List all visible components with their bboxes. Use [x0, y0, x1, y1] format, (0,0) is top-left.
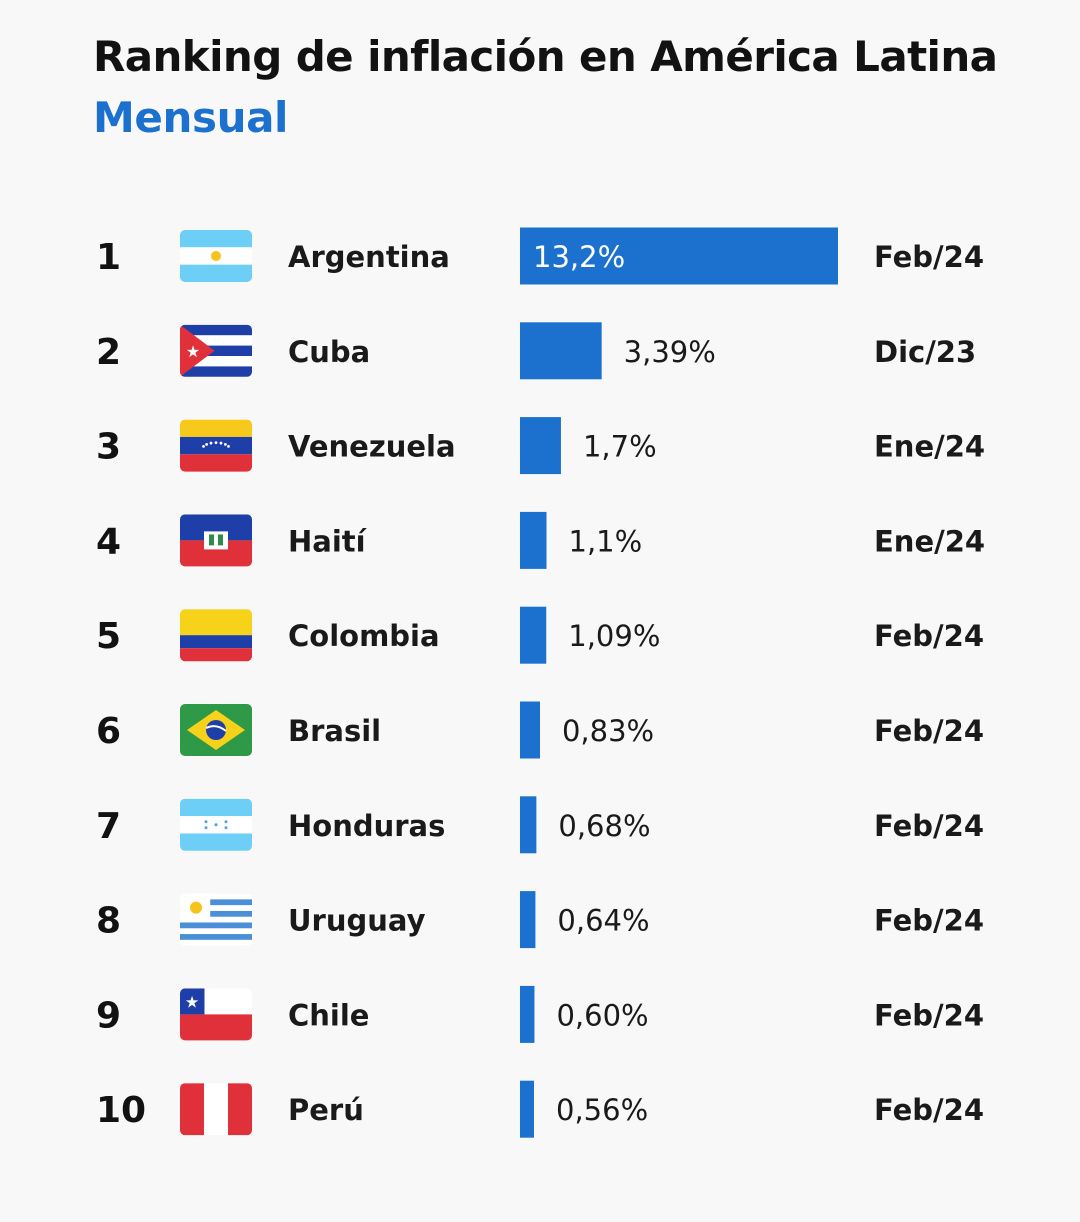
chart-subtitle: Mensual — [93, 93, 289, 142]
value-label: 1,1% — [569, 524, 643, 558]
inflation-bar — [520, 796, 537, 854]
country-name: Haití — [288, 524, 368, 558]
period-label: Ene/24 — [874, 524, 985, 558]
venezuela-flag-icon — [180, 419, 252, 472]
rank-number: 10 — [96, 1090, 146, 1131]
colombia-flag-icon — [180, 609, 252, 662]
rank-number: 6 — [96, 711, 121, 752]
rank-number: 1 — [96, 237, 121, 278]
inflation-bar — [520, 606, 547, 664]
inflation-bar — [520, 322, 602, 380]
value-label: 0,64% — [557, 904, 649, 938]
inflation-bar — [520, 1080, 534, 1138]
period-label: Ene/24 — [874, 430, 985, 464]
country-name: Argentina — [288, 240, 450, 274]
ranking-row: 7 Honduras 0,68% Feb/24 — [96, 796, 984, 854]
rank-number: 7 — [96, 806, 121, 847]
period-label: Feb/24 — [874, 619, 984, 653]
chart-title: Ranking de inflación en América Latina — [93, 32, 998, 81]
country-name: Cuba — [288, 335, 370, 369]
ranking-row: 4 Haití 1,1% Ene/24 — [96, 511, 985, 569]
svg-text:★: ★ — [185, 992, 199, 1011]
inflation-bar — [520, 417, 561, 475]
ranking-row: 6 Brasil 0,83% Feb/24 — [96, 701, 984, 759]
svg-text:✦: ✦ — [189, 899, 203, 919]
value-label: 13,2% — [533, 240, 625, 274]
period-label: Feb/24 — [874, 904, 984, 938]
value-label: 1,7% — [583, 430, 657, 464]
country-name: Uruguay — [288, 904, 426, 938]
inflation-bar — [520, 511, 547, 569]
ranking-row: 9 ★ Chile 0,60% Feb/24 — [96, 985, 984, 1043]
inflation-bar — [520, 701, 540, 759]
value-label: 1,09% — [568, 619, 660, 653]
ranking-row: 1 Argentina 13,2% Feb/24 — [96, 227, 984, 285]
argentina-flag-icon — [180, 230, 252, 282]
value-label: 0,56% — [556, 1093, 648, 1127]
rank-number: 4 — [96, 521, 121, 562]
value-label: 0,68% — [558, 809, 650, 843]
ranking-row: 8 ✦ Uruguay 0,64% Feb/24 — [96, 891, 984, 949]
cuba-flag-icon: ★ — [180, 324, 252, 377]
peru-flag-icon — [180, 1083, 252, 1136]
period-label: Dic/23 — [874, 335, 976, 369]
honduras-flag-icon — [180, 798, 252, 851]
country-name: Venezuela — [288, 430, 456, 464]
value-label: 0,60% — [556, 998, 648, 1032]
svg-text:★: ★ — [186, 342, 200, 361]
ranking-row: 2 ★ Cuba 3,39% Dic/23 — [96, 322, 976, 380]
country-name: Chile — [288, 998, 369, 1032]
country-name: Perú — [288, 1093, 364, 1127]
rank-number: 2 — [96, 332, 121, 373]
chile-flag-icon: ★ — [180, 988, 252, 1041]
haiti-flag-icon — [180, 514, 252, 567]
inflation-bar — [520, 985, 535, 1043]
ranking-row: 10 Perú 0,56% Feb/24 — [96, 1080, 984, 1138]
rank-number: 8 — [96, 901, 121, 942]
rank-number: 9 — [96, 995, 121, 1036]
inflation-bar — [520, 227, 838, 285]
ranking-row: 5 Colombia 1,09% Feb/24 — [96, 606, 984, 664]
period-label: Feb/24 — [874, 1093, 984, 1127]
country-name: Brasil — [288, 714, 381, 748]
inflation-bar — [520, 891, 536, 949]
period-label: Feb/24 — [874, 998, 984, 1032]
uruguay-flag-icon: ✦ — [180, 893, 252, 946]
period-label: Feb/24 — [874, 240, 984, 274]
period-label: Feb/24 — [874, 714, 984, 748]
rank-number: 3 — [96, 427, 121, 468]
ranking-row: 3 Venezuela 1,7% Ene/24 — [96, 417, 985, 475]
rank-number: 5 — [96, 616, 121, 657]
brazil-flag-icon — [180, 704, 252, 756]
country-name: Honduras — [288, 809, 445, 843]
value-label: 3,39% — [624, 335, 716, 369]
period-label: Feb/24 — [874, 809, 984, 843]
country-name: Colombia — [288, 619, 440, 653]
value-label: 0,83% — [562, 714, 654, 748]
